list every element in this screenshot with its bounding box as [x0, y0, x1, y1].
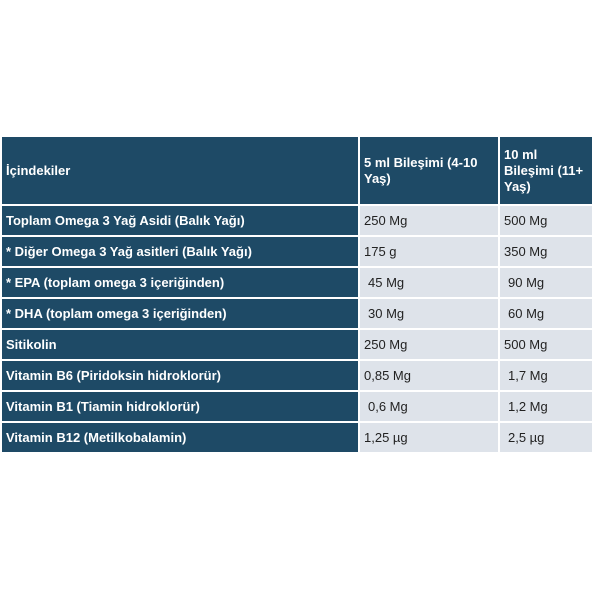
- value-5ml: 45 Mg: [358, 266, 500, 299]
- table-row: Vitamin B6 (Piridoksin hidroklorür) 0,85…: [0, 359, 592, 392]
- table-row: Vitamin B12 (Metilkobalamin) 1,25 µg 2,5…: [0, 421, 592, 454]
- value-5ml: 30 Mg: [358, 297, 500, 330]
- ingredient-name: * EPA (toplam omega 3 içeriğinden): [0, 266, 360, 299]
- value-5ml: 0,6 Mg: [358, 390, 500, 423]
- table-row: Toplam Omega 3 Yağ Asidi (Balık Yağı) 25…: [0, 204, 592, 237]
- ingredient-name: Vitamin B1 (Tiamin hidroklorür): [0, 390, 360, 423]
- table-row: * DHA (toplam omega 3 içeriğinden) 30 Mg…: [0, 297, 592, 330]
- value-5ml: 1,25 µg: [358, 421, 500, 454]
- ingredients-table-container: İçindekiler 5 ml Bileşimi (4-10 Yaş) 10 …: [0, 135, 592, 454]
- header-ingredients: İçindekiler: [0, 135, 360, 206]
- ingredient-name: * DHA (toplam omega 3 içeriğinden): [0, 297, 360, 330]
- header-5ml: 5 ml Bileşimi (4-10 Yaş): [358, 135, 500, 206]
- value-5ml: 250 Mg: [358, 204, 500, 237]
- ingredients-table: İçindekiler 5 ml Bileşimi (4-10 Yaş) 10 …: [0, 135, 592, 454]
- header-10ml: 10 ml Bileşimi (11+ Yaş): [498, 135, 592, 206]
- ingredient-name: Vitamin B12 (Metilkobalamin): [0, 421, 360, 454]
- value-10ml: 350 Mg: [498, 235, 592, 268]
- ingredient-name: Sitikolin: [0, 328, 360, 361]
- value-10ml: 1,2 Mg: [498, 390, 592, 423]
- value-10ml: 500 Mg: [498, 204, 592, 237]
- value-5ml: 175 g: [358, 235, 500, 268]
- ingredient-name: * Diğer Omega 3 Yağ asitleri (Balık Yağı…: [0, 235, 360, 268]
- value-10ml: 90 Mg: [498, 266, 592, 299]
- table-row: * Diğer Omega 3 Yağ asitleri (Balık Yağı…: [0, 235, 592, 268]
- table-row: * EPA (toplam omega 3 içeriğinden) 45 Mg…: [0, 266, 592, 299]
- value-10ml: 500 Mg: [498, 328, 592, 361]
- value-10ml: 2,5 µg: [498, 421, 592, 454]
- value-10ml: 1,7 Mg: [498, 359, 592, 392]
- ingredient-name: Toplam Omega 3 Yağ Asidi (Balık Yağı): [0, 204, 360, 237]
- value-5ml: 250 Mg: [358, 328, 500, 361]
- table-header-row: İçindekiler 5 ml Bileşimi (4-10 Yaş) 10 …: [0, 135, 592, 206]
- value-10ml: 60 Mg: [498, 297, 592, 330]
- table-row: Sitikolin 250 Mg 500 Mg: [0, 328, 592, 361]
- value-5ml: 0,85 Mg: [358, 359, 500, 392]
- ingredient-name: Vitamin B6 (Piridoksin hidroklorür): [0, 359, 360, 392]
- table-row: Vitamin B1 (Tiamin hidroklorür) 0,6 Mg 1…: [0, 390, 592, 423]
